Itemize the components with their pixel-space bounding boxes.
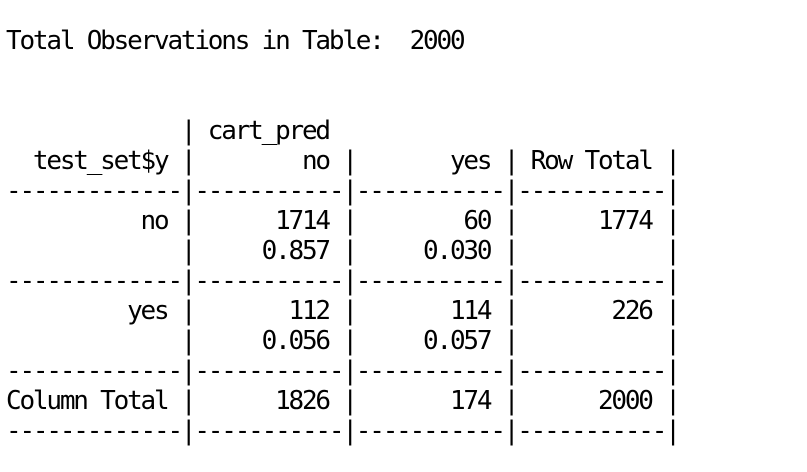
table-column-total-row: Column Total | 1826 | 174 | 2000 | (6, 386, 681, 416)
table-separator: -------------|-----------|-----------|--… (6, 176, 681, 206)
table-separator: -------------|-----------|-----------|--… (6, 266, 681, 296)
table-row-yes-counts: yes | 112 | 114 | 226 | (6, 296, 681, 326)
table-row-no-counts: no | 1714 | 60 | 1774 | (6, 206, 681, 236)
table-row-no-proportions: | 0.857 | 0.030 | | (6, 236, 681, 266)
table-separator: -------------|-----------|-----------|--… (6, 356, 681, 386)
table-separator: -------------|-----------|-----------|--… (6, 416, 681, 446)
total-observations-line: Total Observations in Table: 2000 (6, 26, 466, 56)
console-output: Total Observations in Table: 2000 | cart… (6, 26, 681, 446)
table-row-yes-proportions: | 0.056 | 0.057 | | (6, 326, 681, 356)
table-header-row: test_set$y | no | yes | Row Total | (6, 146, 681, 176)
column-variable-header: | cart_pred (6, 116, 331, 146)
